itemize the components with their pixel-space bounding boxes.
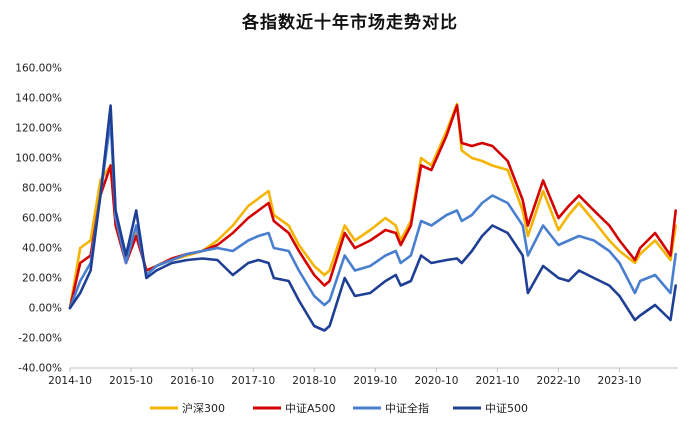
series-line-4	[68, 104, 677, 332]
y-tick-label: 20.00%	[22, 273, 62, 285]
legend-label: 沪深300	[182, 401, 225, 415]
y-tick-label: 160.00%	[15, 63, 62, 75]
y-tick-label: 60.00%	[22, 213, 62, 225]
legend: 沪深300 中证A500 中证全指 中证500	[150, 401, 528, 415]
series-line-3	[68, 119, 677, 310]
legend-label: 中证全指	[385, 401, 429, 415]
y-tick-label: 120.00%	[15, 123, 62, 135]
legend-label: 中证500	[485, 402, 528, 415]
x-tick-label: 2015-10	[109, 375, 153, 387]
x-tick-label: 2020-10	[415, 375, 459, 387]
series-layer	[68, 102, 677, 332]
y-tick-label: 0.00%	[29, 303, 62, 315]
y-tick-label: 40.00%	[22, 243, 62, 255]
y-axis: 160.00% 140.00% 120.00% 100.00% 80.00% 60.00%…	[15, 63, 62, 375]
series-line-1	[68, 102, 677, 310]
x-tick-label: 2014-10	[48, 375, 92, 387]
legend-label: 中证A500	[285, 402, 336, 415]
x-tick-label: 2021-10	[476, 375, 520, 387]
x-tick-label: 2017-10	[231, 375, 275, 387]
chart-title: 各指数近十年市场走势对比	[242, 13, 458, 33]
y-tick-label: 80.00%	[22, 183, 62, 195]
y-tick-label: 100.00%	[15, 153, 62, 165]
x-tick-label: 2019-10	[353, 375, 397, 387]
y-tick-label: -20.00%	[18, 333, 62, 345]
y-tick-label: 140.00%	[15, 93, 62, 105]
x-tick-label: 2022-10	[537, 375, 581, 387]
x-tick-label: 2018-10	[292, 375, 336, 387]
x-axis: 2014-10 2015-10 2016-10 2017-10 2018-10 2019-…	[48, 367, 678, 387]
series-line-2	[68, 104, 677, 310]
y-tick-label: -40.00%	[18, 363, 62, 375]
x-tick-label: 2023-10	[598, 375, 642, 387]
x-tick-label: 2016-10	[170, 375, 214, 387]
